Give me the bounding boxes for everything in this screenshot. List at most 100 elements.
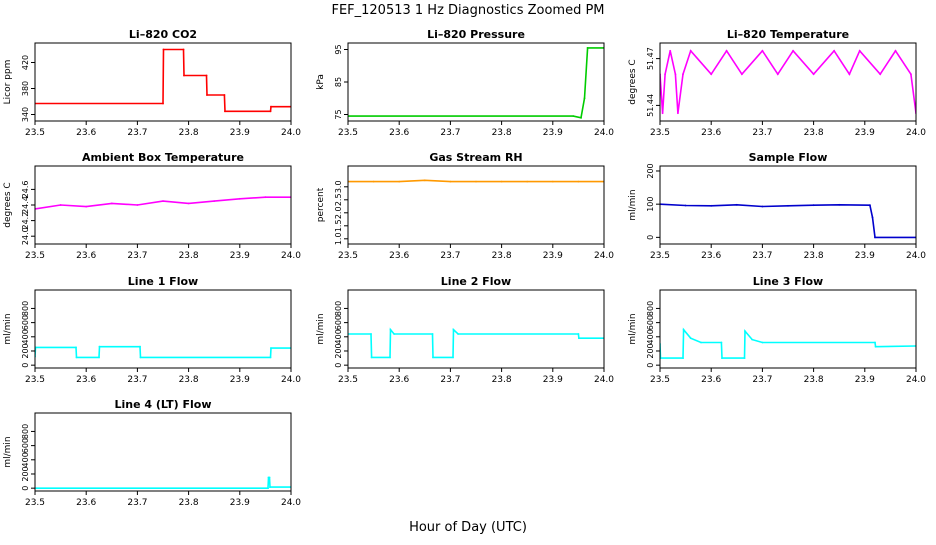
- data-point: [833, 49, 835, 52]
- x-tick-label: 24.0: [594, 375, 614, 385]
- figure-xlabel: Hour of Day (UTC): [409, 520, 527, 535]
- y-tick-label: 200: [21, 466, 30, 481]
- y-tick-label: 400: [21, 452, 30, 467]
- panel-title: Li–820 Temperature: [727, 28, 849, 41]
- series-line-1: [35, 196, 291, 210]
- data-point: [682, 328, 685, 331]
- panel-title: Gas Stream RH: [429, 151, 522, 164]
- y-tick-label: 600: [21, 438, 30, 453]
- panel-title: Li–820 CO2: [129, 28, 197, 41]
- x-tick-label: 23.9: [543, 251, 563, 261]
- data-point: [761, 205, 764, 208]
- y-tick-label: 200: [646, 163, 655, 178]
- data-point: [577, 333, 580, 335]
- data-point: [710, 204, 713, 207]
- data-point: [792, 49, 794, 52]
- panel-title: Li–820 Pressure: [427, 28, 525, 41]
- data-point: [776, 73, 779, 76]
- y-tick-label: 800: [21, 301, 30, 316]
- data-point: [664, 73, 666, 76]
- panel-ylabel: ml/min: [628, 313, 638, 344]
- data-point: [869, 204, 871, 207]
- data-point: [162, 102, 164, 105]
- y-tick-label: 200: [646, 343, 655, 358]
- y-tick-label: 24.2: [21, 212, 30, 230]
- data-point: [735, 203, 738, 206]
- x-tick-label: 23.5: [25, 128, 45, 138]
- data-point: [269, 110, 272, 113]
- y-tick-label: 1.5: [334, 219, 343, 232]
- data-point: [205, 74, 208, 77]
- data-point: [398, 180, 401, 183]
- y-tick-label: 95: [334, 44, 343, 54]
- x-tick-label: 23.7: [752, 375, 772, 385]
- data-point: [910, 73, 912, 76]
- y-tick-label: 600: [646, 315, 655, 330]
- panel-6: Sample Flow ml/min 23.5 23.6 23.7 23.8 23.9 24.…: [628, 151, 926, 261]
- series-line-1: [348, 327, 604, 359]
- panel-title: Line 3 Flow: [753, 275, 823, 288]
- y-tick-label: 380: [21, 81, 30, 96]
- data-point: [431, 333, 434, 335]
- x-tick-label: 23.6: [701, 375, 721, 385]
- data-point: [457, 333, 459, 335]
- y-tick-label: 340: [21, 107, 30, 122]
- data-point: [449, 180, 452, 183]
- data-point: [761, 341, 764, 344]
- y-tick-label: 51.44: [646, 94, 655, 117]
- y-tick-label: 0: [646, 235, 655, 240]
- x-tick-label: 23.5: [25, 251, 45, 261]
- data-point: [85, 205, 88, 208]
- panel-10: Line 4 (LT) Flow ml/min 23.5 23.6 23.7 23.8 23…: [3, 398, 301, 508]
- x-tick-label: 23.7: [752, 251, 772, 261]
- y-tick-label: 400: [646, 329, 655, 344]
- x-tick-label: 24.0: [281, 128, 301, 138]
- data-point: [187, 202, 190, 205]
- plot-frame: [659, 42, 917, 122]
- data-point: [238, 197, 241, 200]
- x-tick-label: 23.7: [127, 498, 147, 508]
- x-tick-label: 24.0: [594, 251, 614, 261]
- data-point: [874, 341, 876, 344]
- x-tick-label: 23.9: [230, 128, 250, 138]
- plot-frame: [34, 412, 292, 492]
- x-tick-label: 23.6: [389, 375, 409, 385]
- plot-frame: [34, 42, 292, 122]
- y-tick-label: 200: [21, 343, 30, 358]
- data-point: [59, 204, 62, 206]
- x-tick-label: 24.0: [906, 251, 926, 261]
- x-tick-label: 23.6: [389, 128, 409, 138]
- x-tick-label: 23.9: [230, 251, 250, 261]
- x-tick-label: 24.0: [594, 128, 614, 138]
- y-tick-label: 0: [646, 363, 655, 368]
- data-point: [224, 110, 226, 113]
- data-point: [669, 49, 672, 52]
- data-point: [162, 200, 164, 203]
- x-tick-label: 23.8: [179, 498, 199, 508]
- x-tick-label: 23.9: [855, 251, 875, 261]
- x-tick-label: 23.8: [804, 128, 824, 138]
- x-tick-label: 23.6: [389, 251, 409, 261]
- y-tick-label: 85: [334, 77, 343, 87]
- x-tick-label: 23.9: [855, 128, 875, 138]
- data-point: [139, 356, 142, 359]
- x-tick-label: 24.0: [281, 375, 301, 385]
- x-tick-label: 23.7: [752, 128, 772, 138]
- x-tick-label: 23.5: [338, 375, 358, 385]
- x-tick-label: 23.8: [804, 375, 824, 385]
- y-tick-label: 3.0: [334, 180, 343, 193]
- x-tick-label: 23.8: [179, 128, 199, 138]
- x-tick-label: 23.6: [76, 498, 96, 508]
- x-tick-label: 23.8: [492, 128, 512, 138]
- y-tick-label: 75: [334, 109, 343, 119]
- x-tick-label: 23.7: [440, 375, 460, 385]
- panel-ylabel: ml/min: [316, 313, 326, 344]
- series-line-1: [660, 49, 916, 114]
- data-point: [98, 356, 100, 359]
- x-tick-label: 23.6: [701, 251, 721, 261]
- data-point: [721, 357, 723, 359]
- y-tick-label: 0: [334, 363, 343, 368]
- panel-4: Ambient Box Temperature degrees C 23.5 23.6…: [3, 151, 301, 261]
- panel-7: Line 1 Flow ml/min 23.5 23.6 23.7 23.8 23.9 24.…: [3, 275, 301, 385]
- data-point: [700, 341, 702, 344]
